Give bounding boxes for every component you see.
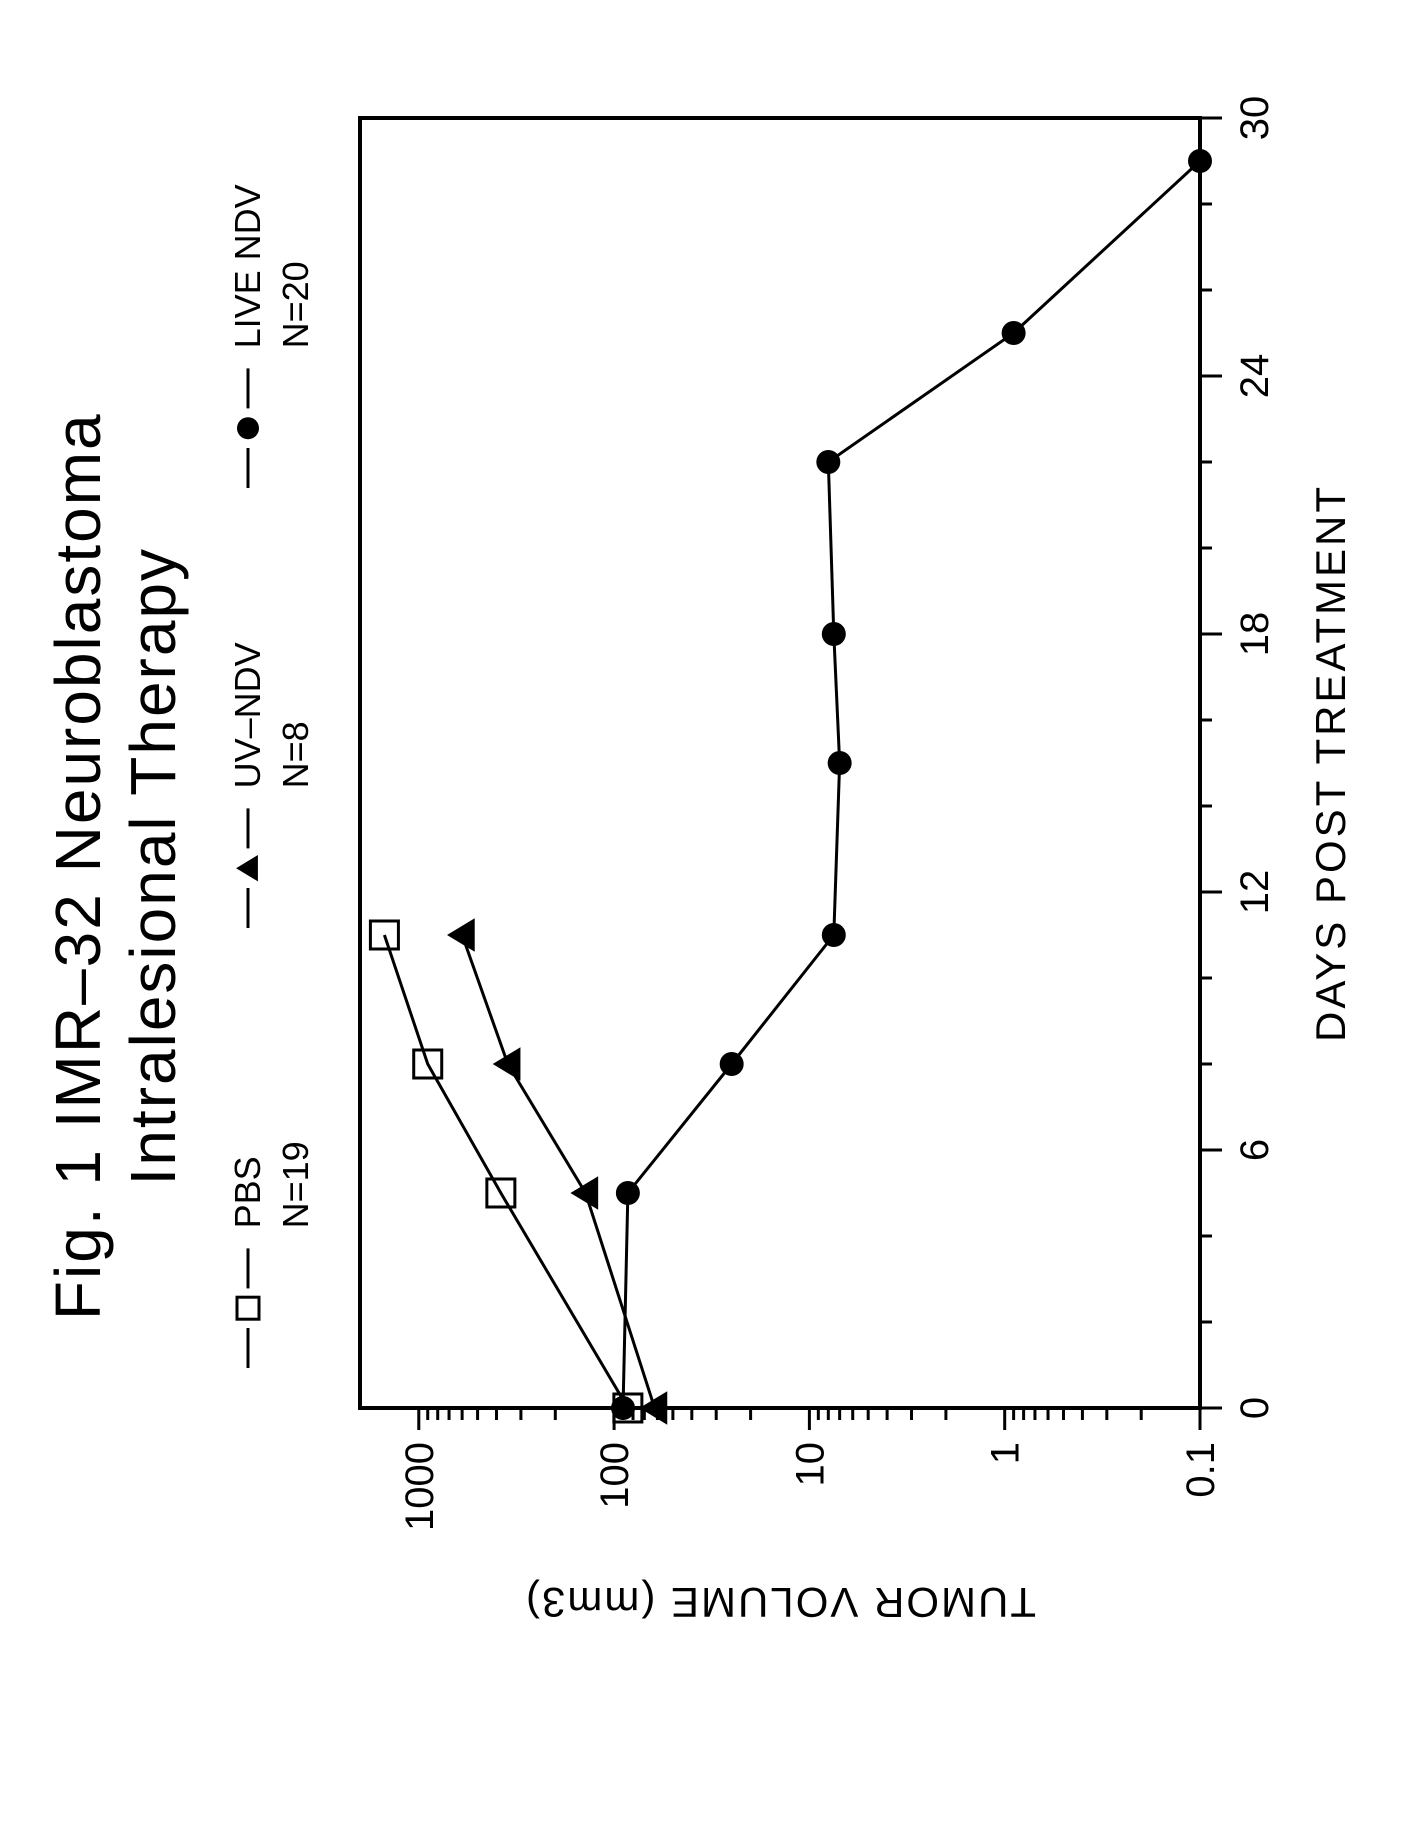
xtick-label: 18 bbox=[1233, 612, 1277, 657]
xtick-label: 6 bbox=[1233, 1139, 1277, 1161]
marker-filled-circle bbox=[616, 1181, 640, 1205]
figure-title-line1: Fig. 1 IMR–32 Neuroblastoma bbox=[42, 412, 114, 1320]
xtick-label: 30 bbox=[1233, 96, 1277, 141]
plot-border bbox=[360, 118, 1200, 1408]
legend-sub-live: N=20 bbox=[275, 261, 316, 348]
marker-filled-triangle bbox=[493, 1047, 521, 1081]
marker-filled-circle bbox=[822, 923, 846, 947]
legend-label-live: LIVE NDV bbox=[227, 184, 268, 348]
marker-filled-circle bbox=[828, 751, 852, 775]
marker-filled-circle bbox=[816, 450, 840, 474]
ytick-label: 1 bbox=[984, 1442, 1028, 1464]
y-axis-label: TUMOR VOLUME (mm3) bbox=[524, 1579, 1036, 1626]
marker-filled-triangle bbox=[236, 855, 258, 881]
marker-open-square bbox=[237, 1297, 259, 1319]
xtick-label: 0 bbox=[1233, 1397, 1277, 1419]
legend-sub-pbs: N=19 bbox=[275, 1141, 316, 1228]
marker-filled-triangle bbox=[447, 918, 475, 952]
marker-filled-triangle bbox=[570, 1176, 598, 1210]
marker-filled-circle bbox=[822, 622, 846, 646]
ytick-label: 100 bbox=[593, 1442, 637, 1509]
marker-filled-circle bbox=[611, 1396, 635, 1420]
series-line-live bbox=[623, 161, 1200, 1408]
rotated-stage: Fig. 1 IMR–32 NeuroblastomaIntralesional… bbox=[0, 0, 1411, 1828]
marker-filled-circle bbox=[237, 417, 259, 439]
marker-filled-circle bbox=[720, 1052, 744, 1076]
figure-canvas: Fig. 1 IMR–32 NeuroblastomaIntralesional… bbox=[0, 0, 1411, 1828]
legend-label-pbs: PBS bbox=[227, 1156, 268, 1228]
legend-label-uv: UV–NDV bbox=[227, 642, 268, 788]
marker-filled-circle bbox=[1002, 321, 1026, 345]
ytick-label: 0.1 bbox=[1179, 1442, 1223, 1498]
ytick-label: 1000 bbox=[398, 1442, 442, 1531]
ytick-label: 10 bbox=[788, 1442, 832, 1487]
x-axis-label: DAYS POST TREATMENT bbox=[1307, 484, 1354, 1042]
chart-svg: Fig. 1 IMR–32 NeuroblastomaIntralesional… bbox=[0, 0, 1411, 1828]
marker-filled-circle bbox=[1188, 149, 1212, 173]
figure-title-line2: Intralesional Therapy bbox=[117, 547, 189, 1186]
legend-sub-uv: N=8 bbox=[275, 721, 316, 788]
xtick-label: 24 bbox=[1233, 354, 1277, 399]
series-line-pbs bbox=[384, 935, 627, 1408]
xtick-label: 12 bbox=[1233, 870, 1277, 915]
